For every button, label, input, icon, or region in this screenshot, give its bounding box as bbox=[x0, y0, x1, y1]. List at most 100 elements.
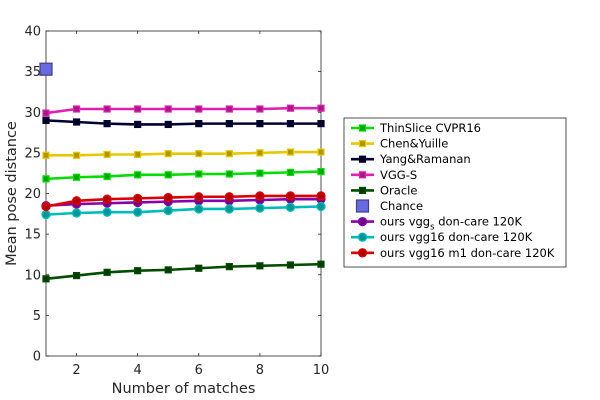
data-point bbox=[256, 105, 264, 113]
legend-swatch-marker bbox=[358, 171, 367, 179]
data-point bbox=[39, 62, 53, 76]
legend-entry: ours vgg16 don-care 120K bbox=[351, 230, 533, 244]
axis-ticks: 0 5 10 15 20 25 30 35 40 2 4 6 8 10 bbox=[24, 25, 329, 379]
x-tick-label: 10 bbox=[313, 363, 330, 378]
data-point bbox=[42, 275, 50, 283]
legend-swatch-marker bbox=[355, 199, 370, 213]
data-point bbox=[134, 150, 142, 159]
data-point bbox=[255, 191, 265, 201]
series-yang-ramanan bbox=[42, 116, 325, 129]
legend-swatch-marker bbox=[358, 186, 367, 194]
legend-label-main: ours vgg bbox=[380, 215, 430, 229]
data-point bbox=[285, 191, 296, 201]
legend-swatch-marker bbox=[358, 124, 367, 132]
data-point bbox=[225, 105, 233, 113]
legend-label: ThinSlice CVPR16 bbox=[379, 121, 481, 135]
data-point bbox=[225, 150, 233, 158]
x-tick-label: 2 bbox=[72, 363, 80, 378]
data-point bbox=[134, 105, 142, 113]
data-point bbox=[317, 260, 325, 268]
data-point bbox=[134, 120, 142, 129]
data-point bbox=[256, 149, 264, 157]
data-point bbox=[195, 105, 203, 113]
plot-area bbox=[45, 30, 322, 357]
series-line bbox=[46, 150, 321, 157]
legend-label: Chance bbox=[380, 199, 423, 213]
y-tick-label: 40 bbox=[24, 25, 41, 40]
data-point bbox=[255, 203, 265, 213]
data-point bbox=[42, 175, 50, 183]
data-point bbox=[224, 192, 234, 202]
series-chen-yuille bbox=[42, 148, 325, 159]
data-point bbox=[195, 150, 203, 158]
legend-swatch-marker bbox=[357, 232, 368, 242]
data-point bbox=[224, 204, 234, 214]
data-point bbox=[286, 168, 295, 176]
y-tick-label: 0 bbox=[33, 350, 41, 365]
data-point bbox=[164, 150, 172, 158]
y-tick-label: 25 bbox=[24, 146, 41, 161]
data-point bbox=[316, 191, 326, 201]
y-tick-label: 30 bbox=[24, 106, 41, 121]
series-line bbox=[45, 170, 322, 181]
y-tick-label: 15 bbox=[24, 228, 41, 243]
data-point bbox=[102, 207, 112, 217]
data-point bbox=[256, 120, 264, 128]
data-point bbox=[256, 169, 264, 177]
data-point bbox=[317, 104, 325, 112]
legend-box bbox=[343, 117, 567, 268]
data-point bbox=[316, 201, 326, 212]
data-point bbox=[317, 120, 325, 128]
series-line bbox=[45, 197, 321, 207]
series-line bbox=[45, 106, 321, 115]
data-point bbox=[286, 120, 295, 128]
series-layer bbox=[39, 62, 326, 283]
data-point bbox=[195, 170, 203, 178]
data-point bbox=[133, 207, 143, 217]
series-oracle bbox=[42, 260, 325, 283]
series-vgg-s bbox=[42, 104, 325, 117]
data-point bbox=[286, 148, 295, 156]
legend-label: ours vgg16 m1 don-care 120K bbox=[380, 246, 555, 260]
legend-swatch-marker bbox=[357, 248, 368, 258]
data-point bbox=[163, 205, 173, 216]
x-tick-label: 6 bbox=[195, 363, 203, 378]
data-point bbox=[256, 262, 264, 270]
data-point bbox=[134, 171, 142, 179]
data-point bbox=[72, 173, 81, 181]
data-point bbox=[71, 208, 82, 218]
data-point bbox=[41, 201, 51, 212]
series-line bbox=[45, 119, 321, 126]
legend-swatch-marker bbox=[358, 140, 367, 148]
legend-label-subscript: s bbox=[430, 223, 435, 233]
data-point bbox=[225, 120, 233, 128]
legend-label: Chen&Yuille bbox=[380, 137, 448, 151]
data-point bbox=[195, 264, 203, 272]
y-axis-label: Mean pose distance bbox=[4, 121, 20, 266]
data-point bbox=[102, 194, 112, 204]
data-point bbox=[225, 263, 233, 271]
legend-entry: Chen&Yuille bbox=[351, 137, 448, 151]
data-point bbox=[194, 192, 204, 202]
legend-entry: ThinSlice CVPR16 bbox=[351, 121, 481, 135]
data-point bbox=[72, 105, 81, 113]
x-axis-label: Number of matches bbox=[112, 381, 256, 397]
data-point bbox=[164, 120, 172, 129]
data-point bbox=[225, 170, 233, 178]
data-point bbox=[103, 105, 111, 113]
y-tick-label: 10 bbox=[24, 268, 41, 283]
y-tick-label: 20 bbox=[24, 187, 41, 202]
y-tick-label: 35 bbox=[24, 65, 41, 80]
series-chance bbox=[39, 62, 53, 76]
data-point bbox=[134, 267, 142, 275]
y-tick-label: 5 bbox=[33, 309, 41, 324]
data-point bbox=[103, 150, 111, 159]
data-point bbox=[103, 172, 111, 181]
legend-label: ours vgg16 don-care 120K bbox=[380, 230, 533, 244]
data-point bbox=[163, 192, 173, 203]
data-point bbox=[72, 118, 81, 126]
data-point bbox=[72, 151, 81, 159]
data-point bbox=[286, 261, 295, 269]
data-point bbox=[164, 105, 172, 113]
